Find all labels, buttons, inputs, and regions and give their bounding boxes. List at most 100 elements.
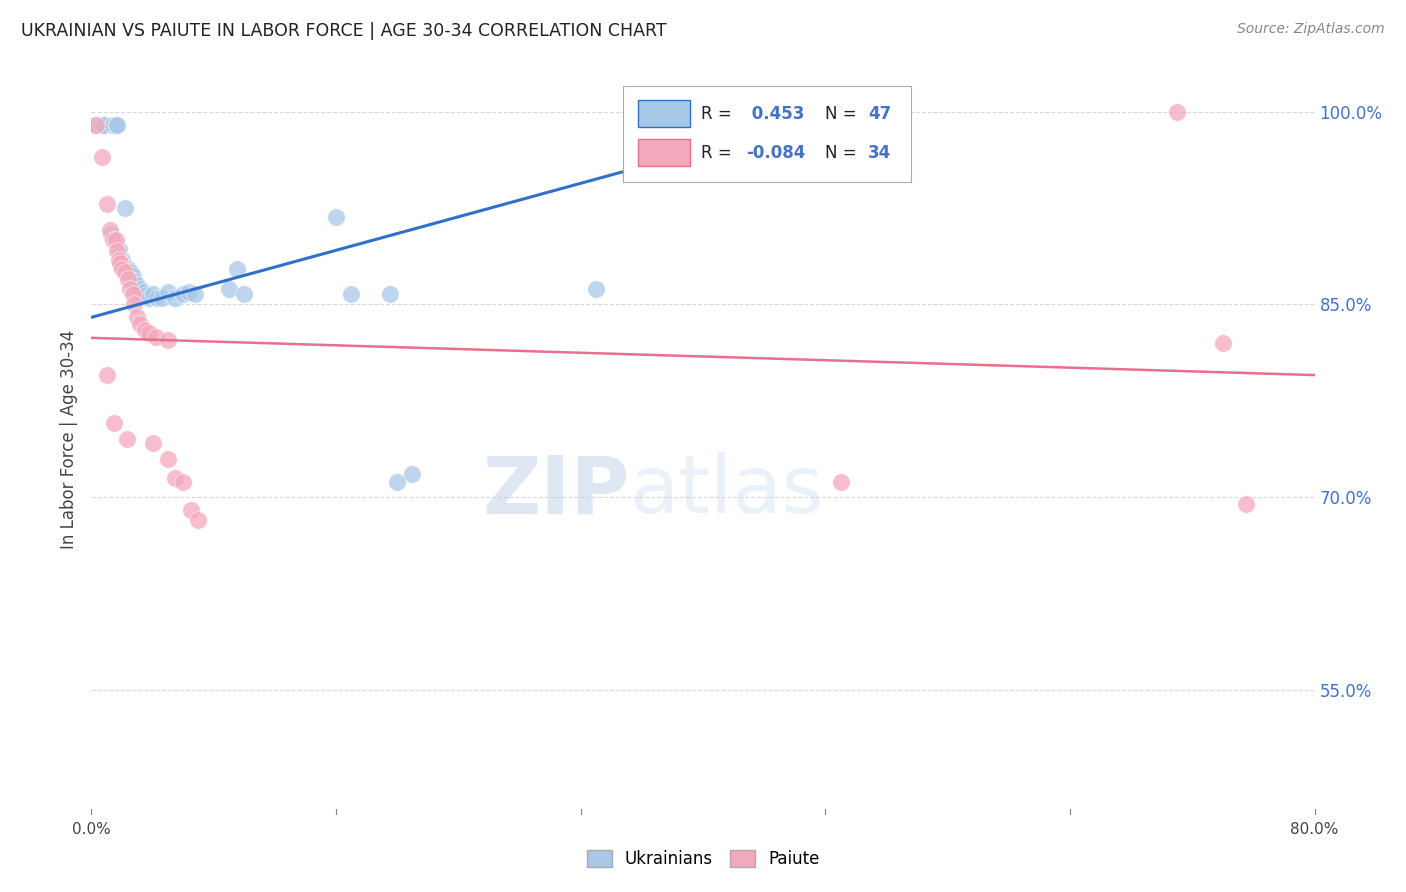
Point [117,272,139,286]
Text: atlas: atlas [630,452,824,531]
Point [83,118,105,132]
Point [184,287,207,301]
Point [233,287,256,301]
Point [1212,336,1234,351]
Point [110,256,132,270]
Point [122,274,145,288]
Point [121,287,143,301]
Point [104,118,127,132]
Point [101,118,124,132]
Point [114,265,136,279]
Point [101,233,124,247]
Point [121,269,143,284]
Point [98,223,121,237]
Point [585,282,607,296]
Point [90,118,112,132]
Point [90,118,112,132]
Point [1166,104,1188,119]
Point [138,291,160,305]
Point [111,261,134,276]
FancyBboxPatch shape [638,101,689,128]
Point [105,118,128,132]
Point [127,278,149,293]
Text: N =: N = [825,144,862,161]
Point [218,282,240,296]
Text: -0.084: -0.084 [745,144,806,161]
Point [134,323,156,337]
Point [141,287,163,301]
Point [103,416,125,430]
Point [84,118,107,132]
Text: UKRAINIAN VS PAIUTE IN LABOR FORCE | AGE 30-34 CORRELATION CHART: UKRAINIAN VS PAIUTE IN LABOR FORCE | AGE… [21,22,666,40]
Point [84,118,107,132]
Point [156,285,179,299]
Text: R =: R = [700,144,737,161]
Text: 47: 47 [868,105,891,123]
Point [129,282,152,296]
Legend: Ukrainians, Paiute: Ukrainians, Paiute [579,843,827,875]
FancyBboxPatch shape [623,86,911,182]
Point [141,436,163,450]
Point [150,291,173,305]
Point [84,118,107,132]
Point [90,118,112,132]
Point [101,118,124,132]
Point [401,467,423,481]
Point [91,150,114,164]
Point [325,210,347,224]
Point [129,317,152,331]
Text: 0.453: 0.453 [745,105,804,123]
Text: Source: ZipAtlas.com: Source: ZipAtlas.com [1237,22,1385,37]
Point [100,227,122,241]
Point [138,326,160,340]
Y-axis label: In Labor Force | Age 30-34: In Labor Force | Age 30-34 [59,330,77,549]
Point [93,118,115,132]
Point [96,368,118,383]
Point [114,201,136,215]
Point [156,334,179,348]
Point [172,475,194,489]
Point [225,261,247,276]
Text: 0.0%: 0.0% [72,822,111,837]
Point [378,287,401,301]
Point [127,310,149,325]
Point [111,252,134,267]
Point [104,233,127,247]
Point [108,242,131,256]
Text: R =: R = [700,105,737,123]
Point [146,291,169,305]
Point [90,118,112,132]
Point [118,265,141,279]
Point [83,118,105,132]
Point [93,118,115,132]
Point [135,288,157,302]
Point [105,244,128,258]
Point [118,282,141,296]
Point [156,451,179,466]
Point [187,513,209,527]
Point [385,475,409,489]
Point [115,432,138,446]
Point [180,503,202,517]
Point [108,252,131,267]
Text: ZIP: ZIP [482,452,630,531]
Text: 34: 34 [868,144,891,161]
Point [117,261,139,276]
Point [122,297,145,311]
Point [84,118,107,132]
Point [165,471,187,485]
Point [145,329,167,343]
Point [830,475,852,489]
Point [83,118,105,132]
Point [96,197,118,211]
Point [83,118,105,132]
Point [1234,496,1257,510]
Text: N =: N = [825,105,862,123]
Point [172,287,194,301]
Point [179,285,201,299]
Point [165,291,187,305]
Text: 80.0%: 80.0% [1291,822,1339,837]
FancyBboxPatch shape [638,139,689,166]
Point [132,285,155,299]
Point [340,287,363,301]
